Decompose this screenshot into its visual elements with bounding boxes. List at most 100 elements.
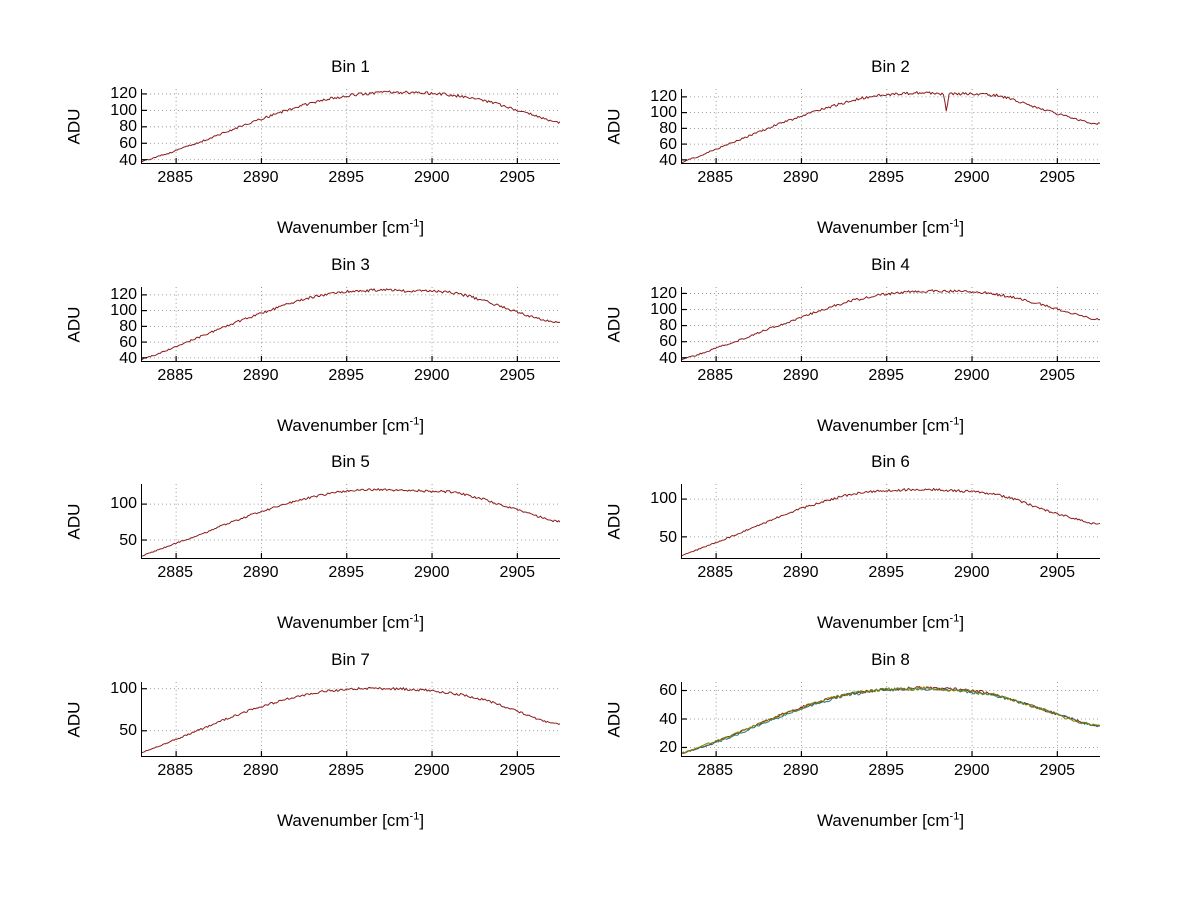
y-tick-label-2-1: 120 bbox=[650, 87, 677, 105]
plot-svg-4 bbox=[682, 287, 1100, 361]
x-tick-label-8-2: 2890 bbox=[782, 762, 819, 779]
x-axis-label-exponent: -1 bbox=[949, 415, 960, 428]
x-tick-label-8-1: 2885 bbox=[697, 762, 733, 779]
x-axis-label-text: Wavenumber [cm bbox=[276, 218, 410, 237]
plot-svg-1 bbox=[142, 89, 560, 163]
x-axis-label-text: Wavenumber [cm bbox=[276, 613, 410, 632]
x-axis-label-exponent: -1 bbox=[949, 217, 960, 230]
x-tick-label-8-4: 2900 bbox=[953, 762, 990, 779]
x-tick-label-5-5: 2905 bbox=[499, 564, 536, 581]
subplot-title-2: Bin 2 bbox=[871, 57, 910, 76]
x-axis-label-exponent: -1 bbox=[409, 415, 420, 428]
x-tick-label-4-4: 2900 bbox=[953, 367, 990, 384]
y-tick-label-6-2: 50 bbox=[659, 528, 677, 546]
x-tick-label-6-1: 2885 bbox=[697, 564, 733, 581]
y-tick-label-4-2: 100 bbox=[650, 300, 677, 318]
x-tick-label-3-5: 2905 bbox=[499, 367, 536, 384]
x-tick-label-3-3: 2895 bbox=[328, 367, 365, 384]
x-tick-label-8-5: 2905 bbox=[1039, 762, 1076, 779]
series-spectrum bbox=[682, 91, 1100, 163]
x-tick-label-2-3: 2895 bbox=[868, 169, 905, 186]
x-tick-label-7-3: 2895 bbox=[328, 762, 365, 779]
x-axis-label-exponent: -1 bbox=[949, 810, 960, 823]
subplot-title-8: Bin 8 bbox=[871, 650, 910, 669]
y-tick-label-2-3: 80 bbox=[659, 119, 677, 137]
x-tick-label-2-5: 2905 bbox=[1039, 169, 1076, 186]
y-tick-label-8-2: 40 bbox=[659, 710, 677, 728]
plot-area-7 bbox=[141, 682, 560, 757]
x-axis-label-5: Wavenumber [cm-1] bbox=[141, 612, 560, 632]
y-tick-label-1-1: 120 bbox=[110, 85, 137, 102]
x-axis-label-exponent: -1 bbox=[409, 217, 420, 230]
x-tick-label-3-1: 2885 bbox=[157, 367, 193, 384]
x-tick-label-5-2: 2890 bbox=[242, 564, 279, 581]
y-tick-label-4-3: 80 bbox=[659, 317, 677, 335]
plot-svg-8 bbox=[682, 682, 1100, 756]
x-axis-label-8: Wavenumber [cm-1] bbox=[681, 810, 1100, 830]
x-axis-label-text: Wavenumber [cm bbox=[276, 416, 410, 435]
y-tick-label-7-1: 100 bbox=[110, 679, 137, 697]
series-spectrum-3 bbox=[682, 686, 1100, 754]
x-tick-label-2-2: 2890 bbox=[782, 169, 819, 186]
subplot-title-5: Bin 5 bbox=[331, 452, 370, 471]
y-tick-label-5-1: 100 bbox=[110, 495, 137, 513]
x-axis-label-text: Wavenumber [cm bbox=[816, 416, 950, 435]
y-tick-label-6-1: 100 bbox=[650, 490, 677, 508]
y-tick-label-4-5: 40 bbox=[659, 349, 677, 367]
x-tick-label-4-5: 2905 bbox=[1039, 367, 1076, 384]
x-tick-label-7-5: 2905 bbox=[499, 762, 536, 779]
x-tick-label-2-4: 2900 bbox=[953, 169, 990, 186]
x-axis-label-3: Wavenumber [cm-1] bbox=[141, 415, 560, 435]
plot-svg-7 bbox=[142, 682, 560, 756]
y-axis-label-8: ADU bbox=[604, 701, 624, 737]
y-tick-label-2-2: 100 bbox=[650, 103, 677, 121]
series-spectrum bbox=[682, 289, 1100, 361]
x-tick-label-5-4: 2900 bbox=[413, 564, 450, 581]
plot-area-6 bbox=[681, 484, 1100, 559]
y-tick-label-8-1: 60 bbox=[659, 681, 677, 699]
plot-area-8 bbox=[681, 682, 1100, 757]
x-axis-label-exponent: -1 bbox=[409, 612, 420, 625]
y-tick-label-1-5: 40 bbox=[119, 151, 137, 169]
x-tick-label-1-3: 2895 bbox=[328, 169, 365, 186]
x-tick-label-1-2: 2890 bbox=[242, 169, 279, 186]
plot-area-1 bbox=[141, 89, 560, 164]
x-tick-label-5-1: 2885 bbox=[157, 564, 193, 581]
series-spectrum-1 bbox=[682, 686, 1100, 754]
series-spectrum bbox=[142, 686, 560, 754]
x-axis-label-exponent: -1 bbox=[409, 810, 420, 823]
x-tick-label-8-3: 2895 bbox=[868, 762, 905, 779]
x-tick-label-7-2: 2890 bbox=[242, 762, 279, 779]
subplot-title-7: Bin 7 bbox=[331, 650, 370, 669]
x-tick-label-6-2: 2890 bbox=[782, 564, 819, 581]
plot-svg-3 bbox=[142, 287, 560, 361]
x-tick-label-3-4: 2900 bbox=[413, 367, 450, 384]
subplot-title-1: Bin 1 bbox=[331, 57, 370, 76]
x-axis-label-text: Wavenumber [cm bbox=[276, 811, 410, 830]
x-tick-label-1-4: 2900 bbox=[413, 169, 450, 186]
y-tick-label-1-4: 60 bbox=[119, 135, 137, 152]
x-tick-label-6-4: 2900 bbox=[953, 564, 990, 581]
x-axis-label-tail: ] bbox=[959, 218, 965, 237]
y-tick-label-4-4: 60 bbox=[659, 333, 677, 351]
x-tick-label-4-3: 2895 bbox=[868, 367, 905, 384]
x-tick-label-6-5: 2905 bbox=[1039, 564, 1076, 581]
x-tick-label-4-1: 2885 bbox=[697, 367, 733, 384]
x-axis-label-exponent: -1 bbox=[949, 612, 960, 625]
plot-svg-5 bbox=[142, 484, 560, 558]
y-tick-label-7-2: 50 bbox=[119, 722, 137, 740]
x-axis-label-tail: ] bbox=[959, 416, 965, 435]
y-tick-label-3-5: 40 bbox=[119, 349, 137, 367]
x-axis-label-2: Wavenumber [cm-1] bbox=[681, 217, 1100, 237]
x-tick-label-7-4: 2900 bbox=[413, 762, 450, 779]
x-axis-label-4: Wavenumber [cm-1] bbox=[681, 415, 1100, 435]
y-tick-label-3-4: 60 bbox=[119, 333, 137, 351]
y-tick-label-5-2: 50 bbox=[119, 531, 137, 549]
